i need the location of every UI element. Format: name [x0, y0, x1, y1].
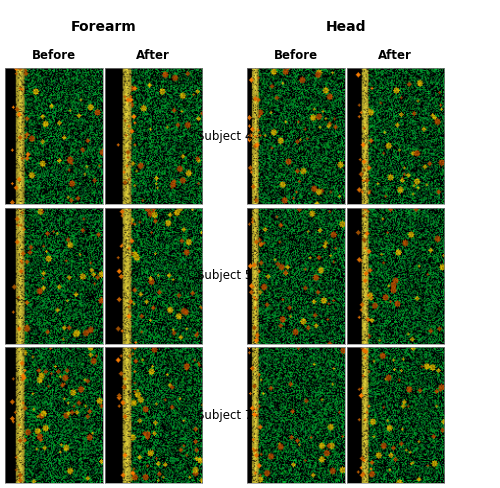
Text: Subject 5: Subject 5 [197, 269, 252, 282]
Text: After: After [378, 49, 412, 62]
Text: Subject 7: Subject 7 [197, 409, 252, 422]
Text: Subject 4: Subject 4 [197, 130, 252, 142]
Text: Head: Head [326, 20, 366, 34]
Text: After: After [136, 49, 170, 62]
Text: Forearm: Forearm [70, 20, 136, 34]
Text: Before: Before [32, 49, 76, 62]
Text: Before: Before [274, 49, 318, 62]
